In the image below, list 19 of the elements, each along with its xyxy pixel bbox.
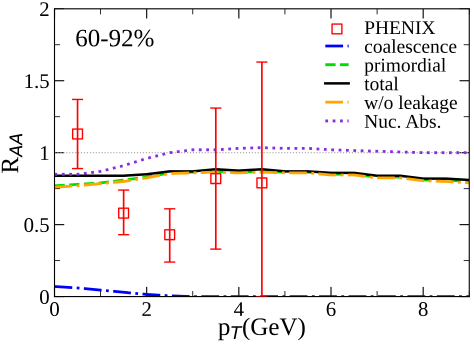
x-tick-label: 2 <box>142 302 151 316</box>
x-tick-label: 6 <box>326 302 336 316</box>
y-tick-label: 1.5 <box>25 74 49 88</box>
legend-label: Nuc. Abs. <box>364 114 440 128</box>
x-tick-label: 4 <box>234 302 244 316</box>
x-tick-label: 0 <box>50 302 59 316</box>
y-tick-label: 0.5 <box>24 218 49 232</box>
x-tick-label: 8 <box>418 302 428 316</box>
annotation: 60-92% <box>76 30 154 47</box>
y-axis-title: R$_{AA}$ <box>2 134 22 173</box>
legend-label: w/o leakage <box>364 95 457 114</box>
legend-label: total <box>364 76 398 90</box>
y-tick-label: 2 <box>40 2 48 16</box>
y-tick-label: 0 <box>40 290 49 304</box>
legend-label: coalescence <box>364 39 456 53</box>
x-axis-title: p$_{T}$(GeV) <box>218 318 305 340</box>
y-tick-label: 1 <box>41 146 48 160</box>
legend-label: primordial <box>364 58 446 76</box>
legend-label: PHENIX <box>364 21 436 34</box>
